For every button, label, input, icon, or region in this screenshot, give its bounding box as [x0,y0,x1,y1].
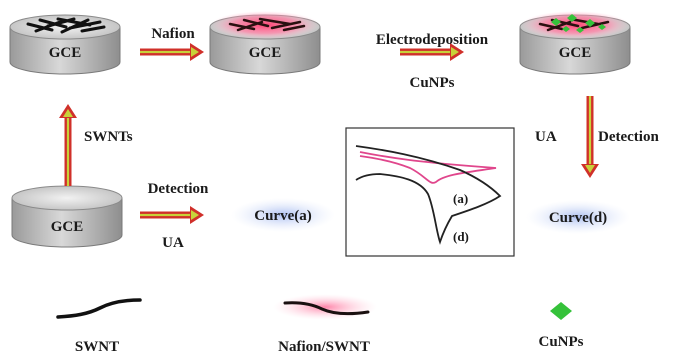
legend-item-swnt: SWNT [56,298,142,355]
nafion-swnt-symbol [283,301,370,316]
nafion-step-label: Nafion [151,26,195,42]
electrode-swnt-gce: GCE [9,14,121,75]
arrow-swnts-up [59,104,77,186]
legend-nafion-swnt-label: Nafion/SWNT [278,339,370,355]
swnt-bundle [26,17,106,34]
legend-swnt-label: SWNT [75,339,119,355]
cv-label-d: (d) [453,229,469,244]
legend-item-cunps: CuNPs [538,302,584,350]
electrode-bare-gce: GCE [11,185,123,248]
cv-inset: (a) (d) [345,127,515,257]
electrode-nafion-gce: GCE [209,11,321,75]
detection-step-label-left: Detection [148,181,209,197]
nafion-swnt-glow [273,294,377,320]
detection-step-label-right: Detection [598,129,659,145]
gce-label: GCE [51,219,84,235]
curve-a-glow [231,198,335,232]
swnt-symbol [56,298,142,319]
curve-d-glow [526,200,630,234]
electrode-cunps-gce: GCE [519,11,631,75]
cunps-symbol [550,302,572,320]
arrow-detection-left [140,206,204,224]
legend: SWNT Nafion/SWNT CuNPs [56,294,584,355]
curve-d-label: Curve(d) [549,210,607,226]
legend-item-nafion-swnt: Nafion/SWNT [273,294,377,355]
ua-step-label-right: UA [535,129,557,145]
cv-label-a: (a) [453,191,468,206]
arrow-detection-right [581,96,599,178]
cunps-step-label: CuNPs [409,75,454,91]
electrodeposition-step-label: Electrodeposition [376,32,489,48]
cv-curve-d [355,145,502,245]
ua-step-label-left: UA [162,235,184,251]
arrow-nafion [140,43,204,61]
gce-label: GCE [49,45,82,61]
swnt-bundle [538,17,610,32]
cunps-particles [551,14,606,33]
legend-cunps-label: CuNPs [538,334,583,350]
gce-label: GCE [559,45,592,61]
swnt-bundle [228,17,306,32]
cv-curve-a [359,151,497,184]
swnts-step-label: SWNTs [84,129,133,145]
gce-label: GCE [249,45,282,61]
cv-inset-frame [345,127,515,257]
curve-a-label: Curve(a) [254,208,311,224]
